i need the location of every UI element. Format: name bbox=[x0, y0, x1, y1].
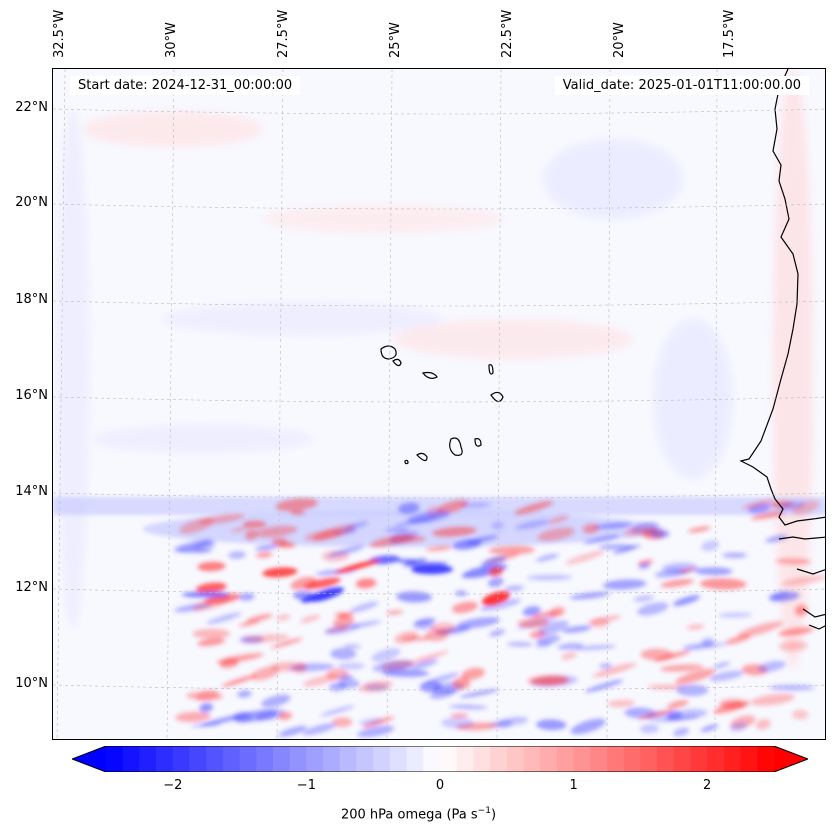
colorbar-title: 200 hPa omega (Pa s−1) bbox=[0, 806, 837, 822]
start-date-label: Start date: 2024-12-31_00:00:00 bbox=[70, 76, 301, 95]
colorbar-tick: 2 bbox=[703, 778, 712, 793]
coastline bbox=[380, 69, 825, 630]
longitude-label: 20°W bbox=[612, 22, 627, 58]
colorbar-label-end: ) bbox=[490, 807, 497, 823]
colorbar-tick: 1 bbox=[569, 778, 578, 793]
latitude-label: 14°N bbox=[15, 484, 48, 499]
latitude-label: 20°N bbox=[15, 195, 48, 210]
map-panel bbox=[52, 68, 826, 740]
longitude-label: 30°W bbox=[164, 22, 179, 58]
latitude-label: 22°N bbox=[15, 100, 48, 115]
latitude-label: 18°N bbox=[15, 292, 48, 307]
colorbar-label-sup: −1 bbox=[477, 806, 491, 816]
latitude-label: 16°N bbox=[15, 388, 48, 403]
longitude-label: 25°W bbox=[388, 22, 403, 58]
longitude-label: 17.5°W bbox=[722, 9, 737, 58]
colorbar-tick: −2 bbox=[163, 778, 183, 793]
longitude-label: 27.5°W bbox=[276, 9, 291, 58]
longitude-label: 22.5°W bbox=[500, 9, 515, 58]
omega-field bbox=[53, 69, 825, 739]
valid-date-label: Valid_date: 2025-01-01T11:00:00.00 bbox=[554, 76, 809, 95]
colorbar-tick: −1 bbox=[296, 778, 316, 793]
colorbar-label: 200 hPa omega (Pa s bbox=[340, 807, 478, 823]
latitude-label: 12°N bbox=[15, 580, 48, 595]
colorbar-tick: 0 bbox=[435, 778, 445, 793]
latitude-label: 10°N bbox=[15, 676, 48, 691]
colorbar bbox=[72, 746, 808, 772]
colorbar-ticks: −2 −1 0 1 2 bbox=[0, 778, 837, 798]
longitude-label: 32.5°W bbox=[52, 9, 67, 58]
